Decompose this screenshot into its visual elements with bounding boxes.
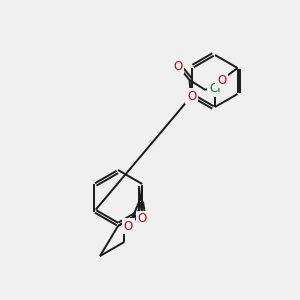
Text: O: O: [173, 59, 182, 73]
Text: O: O: [217, 74, 226, 86]
Text: O: O: [124, 220, 133, 232]
Text: O: O: [187, 89, 196, 103]
Text: O: O: [138, 212, 147, 226]
Text: Cl: Cl: [209, 82, 221, 95]
